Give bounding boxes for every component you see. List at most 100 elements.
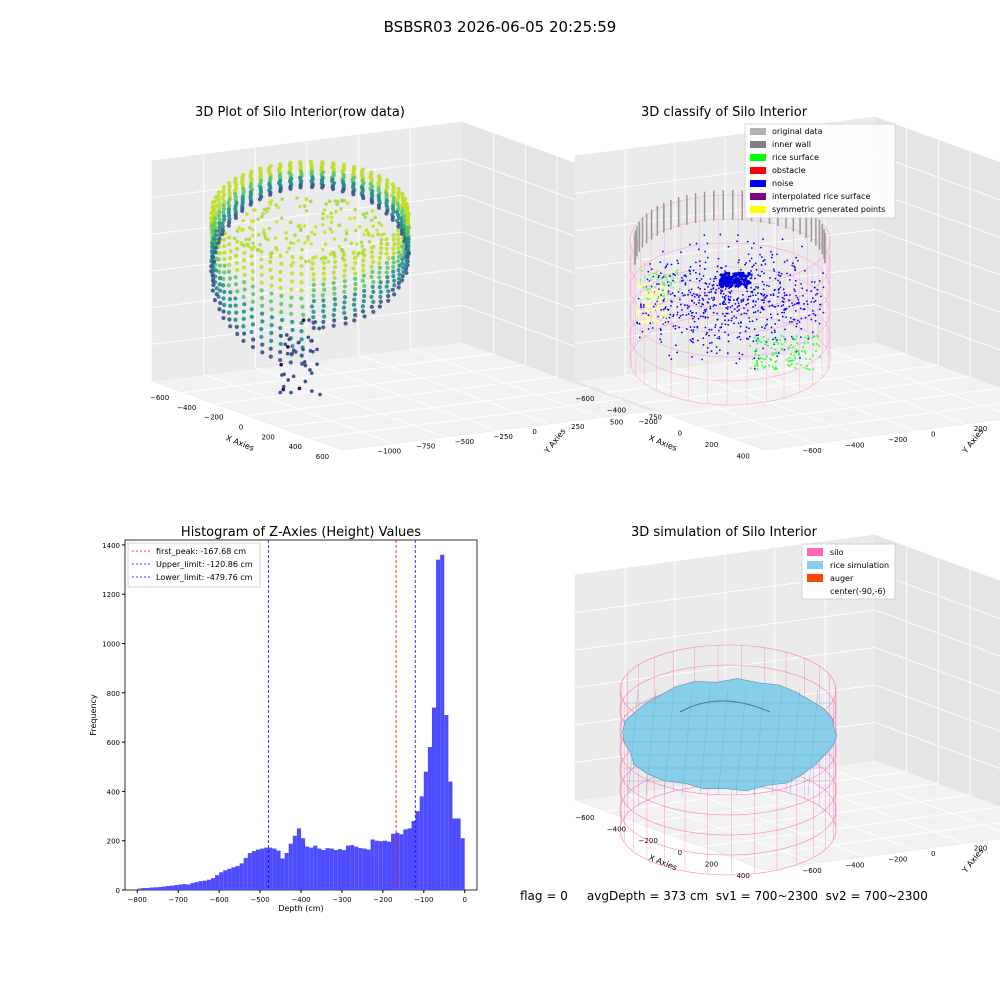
y-tick-label: 200	[974, 425, 987, 433]
x-tick-label: −400	[177, 404, 196, 412]
legend-swatch	[807, 574, 823, 582]
footer-status-text: flag = 0 avgDepth = 373 cm sv1 = 700~230…	[520, 889, 928, 903]
histogram-bar	[223, 870, 228, 890]
panel2-legend: original data inner wall rice surface obsta…	[744, 123, 896, 219]
x-tick-label: −400	[291, 896, 310, 904]
y-tick-label: 200	[107, 838, 120, 846]
histogram-bar	[276, 850, 281, 890]
x-axis-label: X Axies	[648, 433, 679, 452]
histogram-bar	[227, 868, 232, 890]
histogram-bar	[149, 887, 154, 890]
histogram-bar	[452, 818, 457, 890]
x-tick-label: 200	[261, 433, 274, 441]
legend-swatch	[807, 548, 823, 556]
histogram-bar	[206, 879, 211, 890]
legend-label: Lower_limit: -479.76 cm	[156, 573, 253, 582]
histogram-bar	[198, 881, 203, 890]
histogram-bar	[231, 867, 236, 890]
y-tick-label: 600	[107, 739, 120, 747]
x-tick-label: −200	[639, 837, 658, 845]
histogram-bar	[309, 847, 314, 890]
histogram-bar	[341, 850, 347, 890]
y-tick-label: −600	[802, 447, 821, 455]
legend-label: Upper_limit: -120.86 cm	[156, 560, 253, 569]
histogram-bar	[182, 884, 187, 890]
x-tick-label: 0	[462, 896, 466, 904]
histogram-bar	[354, 846, 359, 890]
y-tick-label: −200	[888, 436, 907, 444]
legend-label: rice simulation	[830, 561, 889, 570]
histogram-bar	[153, 887, 158, 890]
histogram-bar	[260, 848, 265, 890]
x-tick-label: −600	[575, 395, 594, 403]
histogram-legend: first_peak: -167.68 cm Upper_limit: -120.…	[127, 542, 261, 588]
histogram-bar	[325, 848, 330, 890]
y-tick-label: 1000	[102, 641, 120, 649]
histogram-bar	[370, 839, 375, 890]
panel1-title: 3D Plot of Silo Interior(row data)	[195, 105, 405, 120]
x-tick-label: −200	[373, 896, 392, 904]
figure-suptitle: BSBSR03 2026-06-05 20:25:59	[383, 18, 617, 36]
legend-label: auger	[830, 574, 854, 583]
histogram-title: Histogram of Z-Axies (Height) Values	[181, 525, 421, 540]
histogram-bar	[440, 554, 445, 890]
histogram-bar	[251, 851, 256, 890]
x-tick-label: −200	[639, 418, 658, 426]
legend-label: symmetric generated points	[772, 205, 885, 214]
y-tick-label: 250	[571, 423, 584, 431]
x-tick-label: −500	[250, 896, 269, 904]
legend-swatch	[750, 167, 766, 174]
histogram-bar	[382, 840, 387, 890]
histogram-bar	[301, 838, 306, 890]
x-tick-label: −800	[128, 896, 147, 904]
histogram-bar	[243, 857, 248, 890]
histogram-bar	[391, 833, 396, 890]
histogram-bar	[264, 847, 269, 890]
y-tick-label: −400	[845, 442, 864, 450]
histogram-bar	[431, 707, 437, 890]
y-axis-label: Y Axies	[960, 846, 986, 875]
legend-label: original data	[772, 127, 823, 136]
x-tick-label: −100	[414, 896, 433, 904]
histogram-bar	[403, 829, 408, 890]
histogram-xlabel: Depth (cm)	[278, 904, 323, 913]
histogram-bar	[280, 858, 285, 890]
histogram-bar	[219, 872, 224, 890]
histogram-bar	[202, 880, 207, 890]
panel2-title: 3D classify of Silo Interior	[641, 105, 808, 120]
histogram-bar	[436, 559, 441, 890]
panel4-simulation	[619, 644, 838, 876]
x-tick-label: −300	[332, 896, 351, 904]
y-tick-label: 400	[107, 788, 120, 796]
histogram-bar	[292, 835, 297, 890]
histogram-bar	[407, 828, 412, 890]
histogram-bar	[362, 848, 367, 890]
x-tick-label: 0	[678, 429, 682, 437]
y-tick-label: −1000	[377, 448, 401, 456]
histogram-bar	[460, 838, 465, 890]
histogram-bar	[350, 845, 355, 890]
histogram-bar	[346, 845, 351, 890]
y-axis-label: Y Axies	[542, 427, 568, 456]
y-tick-label: −200	[888, 856, 907, 864]
legend-swatch	[750, 180, 766, 187]
legend-label: silo	[830, 548, 844, 557]
histogram-bar	[321, 850, 326, 890]
legend-swatch	[750, 154, 766, 161]
panel4-legend: silo rice simulation auger center(-90,-6)	[801, 543, 896, 600]
histogram-bar	[296, 828, 301, 890]
histogram-bar	[174, 885, 179, 890]
y-tick-label: −600	[802, 867, 821, 875]
histogram-bar	[374, 840, 379, 890]
histogram-bar	[415, 811, 420, 890]
y-tick-label: 0	[532, 428, 536, 436]
panel4-title: 3D simulation of Silo Interior	[631, 525, 818, 540]
y-tick-label: −250	[494, 433, 513, 441]
x-tick-label: −200	[204, 414, 223, 422]
histogram-bar	[305, 846, 310, 890]
histogram-bar	[329, 848, 334, 890]
legend-swatch	[750, 193, 766, 200]
histogram-bar	[141, 888, 146, 890]
x-axis-label: X Axies	[225, 433, 256, 452]
